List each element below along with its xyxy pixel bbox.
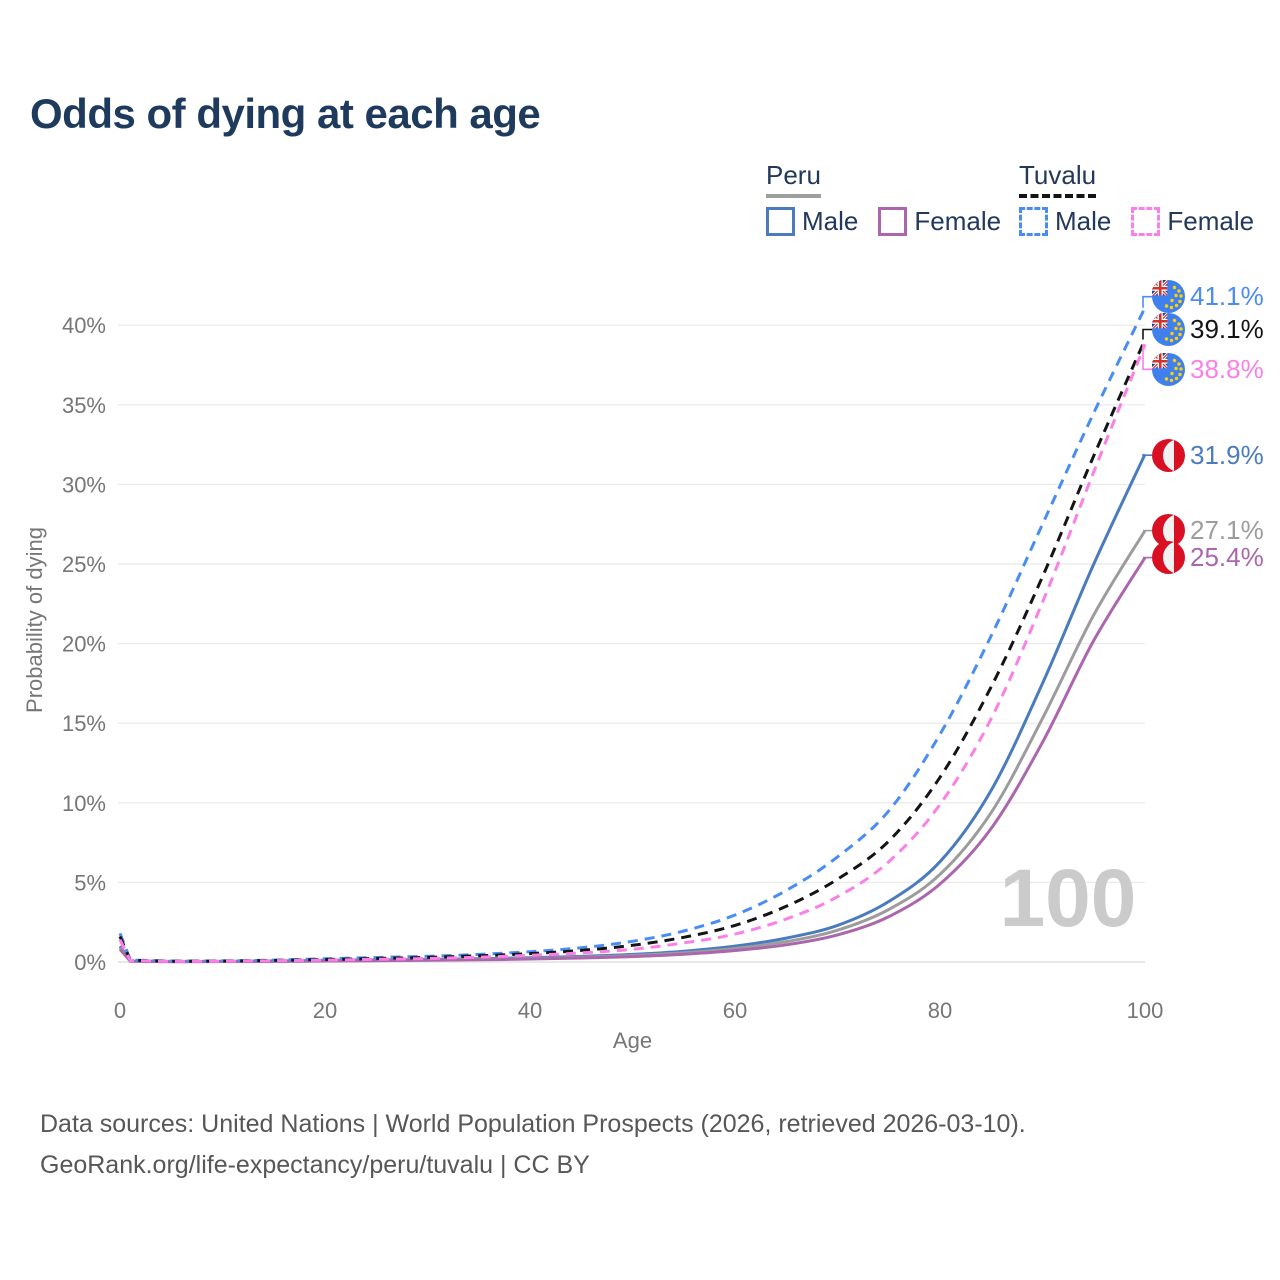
legend-group-peru: Peru Male Female — [766, 160, 1001, 237]
legend-item-tuvalu-male[interactable]: Male — [1019, 206, 1111, 237]
end-label-tuvalu-female: 38.8% — [1152, 352, 1264, 386]
x-tick-label: 100 — [1127, 998, 1164, 1023]
footer: Data sources: United Nations | World Pop… — [40, 1104, 1026, 1186]
footer-data-sources: Data sources: United Nations | World Pop… — [40, 1110, 1026, 1138]
leader-line — [1142, 344, 1152, 371]
watermark-age: 100 — [999, 853, 1137, 944]
legend-item-peru-male[interactable]: Male — [766, 206, 858, 237]
legend-item-tuvalu-female[interactable]: Female — [1131, 206, 1254, 237]
legend-group-tuvalu: Tuvalu Male Female — [1019, 160, 1254, 237]
end-label-peru-male: 31.9% — [1152, 438, 1264, 472]
series-line-peru-both — [118, 529, 1147, 964]
x-tick-label: 40 — [518, 998, 542, 1023]
leader-line — [1142, 328, 1152, 340]
leader-line — [1142, 295, 1152, 308]
peru-flag-icon — [1152, 514, 1185, 548]
y-tick-label: 0% — [74, 950, 106, 975]
peru-flag-icon — [1152, 541, 1185, 575]
y-tick-label: 35% — [62, 393, 106, 418]
legend-item-label: Female — [1167, 206, 1255, 236]
legend-item-peru-female[interactable]: Female — [878, 206, 1001, 237]
x-axis-title: Age — [613, 1028, 652, 1053]
y-tick-label: 15% — [62, 711, 106, 736]
y-tick-label: 25% — [62, 552, 106, 577]
tuvalu-flag-icon — [1152, 280, 1185, 314]
end-label-value: 27.1% — [1190, 515, 1264, 546]
y-axis-title: Probability of dying — [22, 527, 47, 713]
peru-flag-icon — [1152, 438, 1185, 472]
end-label-value: 31.9% — [1190, 439, 1264, 470]
x-tick-label: 20 — [313, 998, 337, 1023]
series-line-peru-female — [118, 556, 1147, 964]
series-line-tuvalu-male — [118, 307, 1147, 963]
peru-male-swatch-icon — [766, 207, 795, 236]
y-tick-label: 5% — [74, 870, 106, 895]
y-tick-label: 30% — [62, 472, 106, 497]
tuvalu-male-swatch-icon — [1019, 207, 1048, 236]
legend-group-label-peru: Peru — [766, 160, 821, 198]
end-label-peru-female: 25.4% — [1152, 541, 1264, 575]
legend-group-label-tuvalu: Tuvalu — [1019, 160, 1097, 198]
peru-female-swatch-icon — [878, 207, 908, 236]
series-line-tuvalu-female — [118, 343, 1147, 963]
legend-item-label: Male — [802, 206, 859, 236]
x-tick-label: 80 — [928, 998, 952, 1023]
y-tick-label: 20% — [62, 632, 106, 657]
end-label-peru-both: 27.1% — [1152, 514, 1264, 548]
end-label-tuvalu-both: 39.1% — [1152, 313, 1264, 347]
end-label-value: 38.8% — [1190, 353, 1264, 384]
end-label-value: 25.4% — [1190, 542, 1264, 573]
x-tick-label: 0 — [114, 998, 126, 1023]
tuvalu-female-swatch-icon — [1131, 207, 1161, 236]
x-tick-label: 60 — [723, 998, 747, 1023]
footer-attribution: GeoRank.org/life-expectancy/peru/tuvalu … — [40, 1151, 590, 1179]
legend-item-label: Male — [1055, 206, 1112, 236]
series-line-tuvalu-both — [118, 338, 1147, 963]
tuvalu-flag-icon — [1152, 313, 1185, 347]
y-tick-label: 40% — [62, 313, 106, 338]
end-label-value: 39.1% — [1190, 314, 1264, 345]
leader-line — [1142, 454, 1152, 456]
y-tick-label: 10% — [62, 791, 106, 816]
end-label-value: 41.1% — [1190, 281, 1264, 312]
tuvalu-flag-icon — [1152, 352, 1185, 386]
legend-item-label: Female — [914, 206, 1002, 236]
series-line-peru-male — [118, 453, 1147, 964]
end-label-tuvalu-male: 41.1% — [1152, 280, 1264, 314]
chart-title: Odds of dying at each age — [30, 90, 541, 137]
